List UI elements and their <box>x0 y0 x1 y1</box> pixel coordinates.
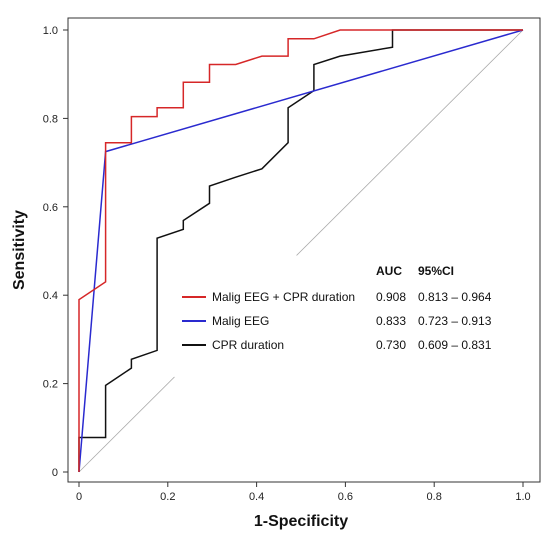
y-tick-label: 0.2 <box>43 379 58 391</box>
legend-label-2: CPR duration <box>212 338 284 352</box>
y-tick-label: 0 <box>52 467 58 479</box>
legend-ci-1: 0.723 – 0.913 <box>418 314 492 328</box>
y-axis-title: Sensitivity <box>11 210 28 290</box>
plot-frame <box>67 17 541 483</box>
x-tick-label: 1.0 <box>515 491 530 503</box>
reference-diagonal <box>78 29 524 473</box>
y-tick-label: 1.0 <box>43 25 58 37</box>
y-tick-label: 0.6 <box>43 202 58 214</box>
legend-auc-2: 0.730 <box>376 338 406 352</box>
series-line-0 <box>78 29 523 472</box>
legend-ci-2: 0.609 – 0.831 <box>418 338 492 352</box>
legend-header-ci: 95%CI <box>418 264 454 278</box>
legend-auc-0: 0.908 <box>376 290 406 304</box>
x-tick-label: 0.4 <box>249 491 264 503</box>
legend-label-1: Malig EEG <box>212 314 269 328</box>
reference-diagonal-upper <box>296 29 524 256</box>
x-tick-label: 0.6 <box>338 491 353 503</box>
y-axis-ticks: 0 0.2 0.4 0.6 0.8 1.0 <box>43 25 68 479</box>
x-axis-ticks: 0 0.2 0.4 0.6 0.8 1.0 <box>76 482 531 503</box>
x-tick-label: 0.2 <box>160 491 175 503</box>
x-axis-title: 1-Specificity <box>254 513 348 530</box>
y-tick-label: 0.8 <box>43 113 58 125</box>
y-tick-label: 0.4 <box>43 290 58 302</box>
legend-header-auc: AUC <box>376 264 402 278</box>
legend-auc-1: 0.833 <box>376 314 406 328</box>
reference-diagonal-lower <box>78 376 175 473</box>
x-tick-label: 0.8 <box>427 491 442 503</box>
series-layer <box>78 29 524 473</box>
legend-label-0: Malig EEG + CPR duration <box>212 290 355 304</box>
x-tick-label: 0 <box>76 491 82 503</box>
legend-ci-0: 0.813 – 0.964 <box>418 290 492 304</box>
legend: AUC 95%CI Malig EEG + CPR duration 0.908 0… <box>182 264 492 352</box>
series-line-2 <box>78 29 523 472</box>
